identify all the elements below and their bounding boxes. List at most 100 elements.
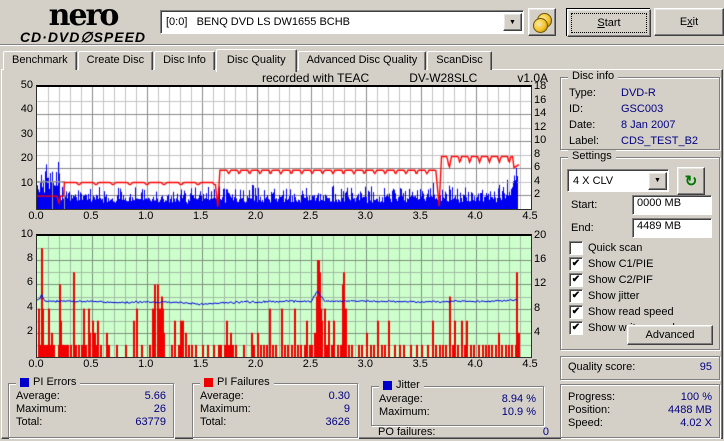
y-axis-tick-label: 6 xyxy=(26,276,33,289)
po-failures-label: PO failures: xyxy=(378,426,436,438)
y2-axis-tick-label: 16 xyxy=(534,253,547,266)
y-axis-tick-label: 10 xyxy=(20,228,33,240)
start-button-label: Start xyxy=(597,17,621,29)
y2-axis-tick-label: 4 xyxy=(534,325,541,338)
nero-logo-text: nero xyxy=(48,0,120,33)
stats-row: Maximum: 9 xyxy=(193,403,357,416)
stats-row: Average: 0.30 xyxy=(193,390,357,403)
checkbox-show-jitter[interactable]: ✔ Show jitter xyxy=(569,288,719,303)
stats-box-title: Jitter xyxy=(379,379,424,392)
disc-info-value: GSC003 xyxy=(621,103,664,115)
disc-info-row: Date: 8 Jan 2007 xyxy=(561,117,719,133)
x-axis-tick-label: 3.0 xyxy=(357,358,373,370)
y2-axis-tick-label: 4 xyxy=(534,174,541,187)
scan-speed-value: 4 X CLV xyxy=(573,174,614,187)
checkbox-show-c1/pie[interactable]: ✔ Show C1/PIE xyxy=(569,256,719,271)
end-mb-label: End: xyxy=(571,222,594,234)
status-row: Position: 4488 MB xyxy=(561,404,719,417)
checkbox-quick-scan[interactable]: Quick scan xyxy=(569,240,719,255)
stats-value: 63779 xyxy=(135,416,166,428)
stats-row: Maximum: 26 xyxy=(9,403,173,416)
pi-errors-stats-box: PI Errors Average: 5.66 Maximum: 26 Total: 637… xyxy=(8,376,174,438)
stats-row: Average: 8.94 % xyxy=(372,393,543,406)
scan-speed-select[interactable]: 4 X CLV ▼ xyxy=(567,169,669,192)
stats-box-title: PI Failures xyxy=(200,376,274,389)
refresh-icon: ↻ xyxy=(684,172,698,190)
y-axis-tick-label: 8 xyxy=(26,252,33,265)
x-axis-tick-label: 1.0 xyxy=(138,358,154,370)
checkbox-show-read-speed[interactable]: ✔ Show read speed xyxy=(569,304,719,319)
checkbox-box[interactable]: ✔ xyxy=(569,320,583,335)
disc-info-label: Label: xyxy=(569,135,599,147)
checkbox-box[interactable]: ✔ xyxy=(569,288,583,303)
checkbox-label: Show jitter xyxy=(588,289,640,302)
refresh-button[interactable]: ↻ xyxy=(677,167,705,195)
y2-axis-tick-label: 8 xyxy=(534,147,541,160)
recorded-with-label: recorded with TEAC xyxy=(262,71,370,85)
stats-value: 26 xyxy=(153,403,166,415)
settings-groupbox: Settings 4 X CLV ▼ ↻ Start: 0000 MB End:… xyxy=(560,150,720,350)
stats-value: 8.94 % xyxy=(501,393,536,405)
y2-axis-tick-label: 14 xyxy=(534,107,547,120)
tab-disc-info[interactable]: Disc Info xyxy=(154,51,215,70)
stats-value: 0.30 xyxy=(328,390,350,402)
start-button[interactable]: Start xyxy=(566,8,651,37)
x-axis-tick-label: 1.0 xyxy=(138,210,154,222)
drive-select[interactable]: [0:0] BENQ DVD LS DW1655 BCHB ▼ xyxy=(160,10,524,34)
tab-advanced-disc-quality[interactable]: Advanced Disc Quality xyxy=(297,51,427,70)
x-axis-tick-label: 0.5 xyxy=(83,358,99,370)
stats-label: Maximum: xyxy=(379,406,430,418)
stats-row: Maximum: 10.9 % xyxy=(372,406,543,419)
tab-create-disc[interactable]: Create Disc xyxy=(77,51,154,70)
scan-speed-dropdown-button[interactable]: ▼ xyxy=(648,171,667,190)
stats-label: Total: xyxy=(16,416,43,428)
start-mb-value: 0000 MB xyxy=(637,197,682,209)
checkbox-box[interactable] xyxy=(569,240,583,255)
x-axis-tick-label: 3.5 xyxy=(412,210,428,222)
x-axis-tick-label: 0.0 xyxy=(28,210,44,222)
pi-errors-legend-marker xyxy=(20,378,29,387)
start-mb-input[interactable]: 0000 MB xyxy=(632,195,712,215)
y-axis-tick-label: 10 xyxy=(20,176,33,189)
x-axis-tick-label: 1.5 xyxy=(193,358,209,370)
checkbox-box[interactable]: ✔ xyxy=(569,272,583,287)
status-value: 100 % xyxy=(680,391,712,403)
stats-value: 5.66 xyxy=(144,390,166,402)
stats-label: Average: xyxy=(200,390,244,402)
stats-box-title: PI Errors xyxy=(16,376,81,389)
pi-failures-stats-box: PI Failures Average: 0.30 Maximum: 9 Total: 36… xyxy=(192,376,358,438)
checkbox-box[interactable]: ✔ xyxy=(569,256,583,271)
disc-info-label: Date: xyxy=(569,119,596,131)
chart-header: recorded with TEAC DV-W28SLC v1.0A xyxy=(262,71,548,85)
status-row: Speed: 4.02 X xyxy=(561,417,719,430)
y-axis-tick-label: 40 xyxy=(20,103,33,116)
eject-disc-button[interactable] xyxy=(528,8,556,36)
tab-disc-quality[interactable]: Disc Quality xyxy=(215,49,297,72)
checkbox-show-c2/pif[interactable]: ✔ Show C2/PIF xyxy=(569,272,719,287)
jitter-stats-box: Jitter Average: 8.94 % Maximum: 10.9 % xyxy=(371,379,544,426)
x-axis-tick-label: 3.0 xyxy=(357,210,373,222)
end-mb-input[interactable]: 4489 MB xyxy=(632,218,712,238)
disc-info-value: DVD-R xyxy=(621,87,656,99)
disc-info-row: Label: CDS_TEST_B2 xyxy=(561,133,719,149)
stats-label: Average: xyxy=(379,393,423,405)
disc-info-label: ID: xyxy=(569,103,584,115)
exit-button[interactable]: Exit xyxy=(654,8,724,36)
advanced-button[interactable]: Advanced xyxy=(627,325,713,345)
x-axis-tick-label: 4.0 xyxy=(467,210,483,222)
x-axis-tick-label: 4.5 xyxy=(522,210,538,222)
quality-score-value: 95 xyxy=(699,361,712,373)
stats-rows: Average: 0.30 Maximum: 9 Total: 3626 xyxy=(193,384,357,429)
y-axis-tick-label: 4 xyxy=(26,300,33,313)
pi-errors-chart xyxy=(36,85,532,210)
stats-value: 3626 xyxy=(325,416,350,428)
tab-scandisc[interactable]: ScanDisc xyxy=(427,51,492,70)
chevron-down-icon: ▼ xyxy=(654,177,661,184)
checkbox-box[interactable]: ✔ xyxy=(569,304,583,319)
toolbar-separator xyxy=(0,44,724,46)
tab-benchmark[interactable]: Benchmark xyxy=(3,51,77,70)
drive-select-dropdown-button[interactable]: ▼ xyxy=(503,13,522,31)
stats-rows: Average: 8.94 % Maximum: 10.9 % xyxy=(372,387,543,419)
y2-axis-tick-label: 10 xyxy=(534,134,547,147)
